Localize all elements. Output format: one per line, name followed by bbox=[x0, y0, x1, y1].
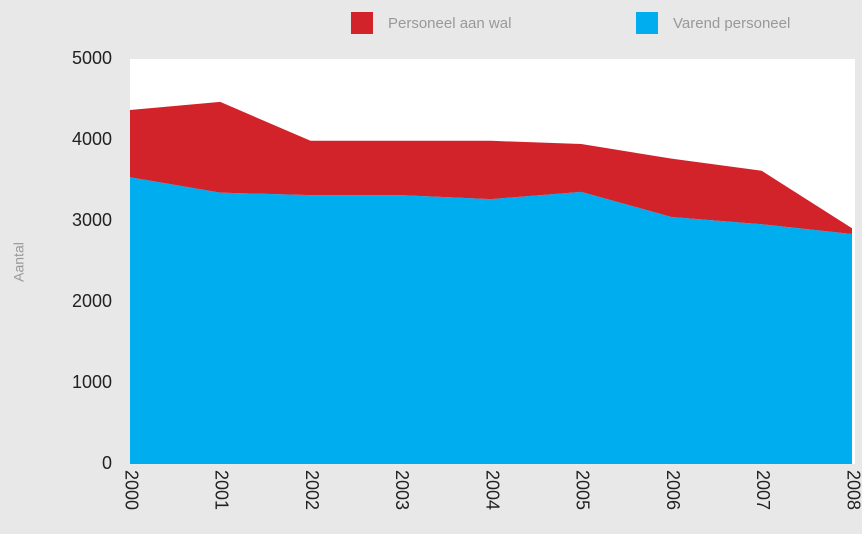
legend-label: Varend personeel bbox=[673, 15, 790, 32]
area bbox=[130, 177, 852, 464]
y-tick-label: 5000 bbox=[72, 48, 112, 68]
x-tick-label: 2005 bbox=[573, 470, 593, 510]
x-tick-label: 2001 bbox=[212, 470, 232, 510]
legend-swatch bbox=[636, 12, 658, 34]
x-tick-label: 2003 bbox=[392, 470, 412, 510]
y-tick-label: 0 bbox=[102, 453, 112, 473]
area bbox=[130, 101, 852, 234]
y-tick-label: 3000 bbox=[72, 210, 112, 230]
legend-swatch bbox=[351, 12, 373, 34]
x-tick-label: 2002 bbox=[302, 470, 322, 510]
legend-label: Personeel aan wal bbox=[388, 15, 511, 32]
x-tick-label: 2007 bbox=[753, 470, 773, 510]
y-tick-label: 2000 bbox=[72, 291, 112, 311]
y-tick-label: 4000 bbox=[72, 129, 112, 149]
y-tick-label: 1000 bbox=[72, 372, 112, 392]
x-tick-label: 2000 bbox=[121, 470, 141, 510]
x-tick-label: 2008 bbox=[843, 470, 862, 510]
x-tick-label: 2004 bbox=[482, 470, 502, 510]
y-axis-label: Aantal bbox=[11, 242, 27, 282]
x-tick-label: 2006 bbox=[663, 470, 683, 510]
